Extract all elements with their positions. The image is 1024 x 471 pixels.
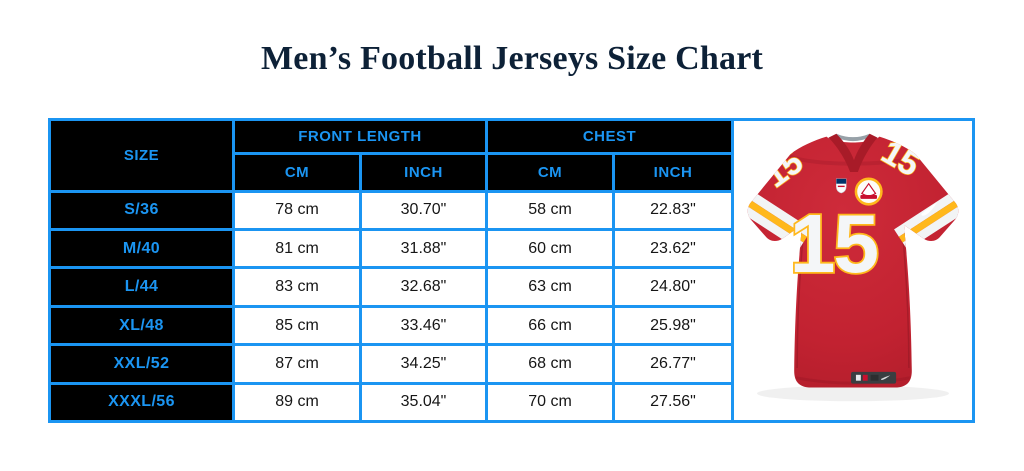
chest-cm-value: 60 cm bbox=[485, 228, 615, 270]
front-length-header: FRONT LENGTH bbox=[232, 117, 488, 156]
sleeve-stripes-left bbox=[747, 173, 812, 250]
size-label: XXL/52 bbox=[48, 343, 235, 385]
jersey-jock-tag bbox=[851, 371, 897, 384]
page-title: Men’s Football Jerseys Size Chart bbox=[260, 40, 764, 77]
front-length-cm-value: 87 cm bbox=[232, 343, 362, 385]
shoulder-seam bbox=[790, 154, 916, 166]
size-column-header: SIZE bbox=[48, 118, 235, 193]
chest-cm-value: 70 cm bbox=[485, 381, 615, 424]
table-row: S/36 78 cm 30.70" 58 cm 22.83" bbox=[48, 189, 974, 232]
chest-inch-value: 24.80" bbox=[612, 266, 734, 308]
chest-cm-value: 63 cm bbox=[485, 266, 615, 308]
front-length-inch-value: 33.46" bbox=[359, 304, 488, 347]
front-length-inch-value: 30.70" bbox=[359, 189, 488, 232]
size-label: XL/48 bbox=[48, 304, 235, 347]
chest-cm-value: 66 cm bbox=[485, 304, 615, 347]
size-label: S/36 bbox=[48, 189, 235, 232]
size-chart-table: SIZE FRONT LENGTH CHEST bbox=[48, 117, 975, 424]
front-length-inch-value: 35.04" bbox=[359, 381, 488, 424]
chest-inch-value: 27.56" bbox=[612, 381, 734, 424]
table-row: XXL/52 87 cm 34.25" 68 cm 26.77" bbox=[48, 343, 974, 385]
jersey-body bbox=[747, 136, 959, 388]
table-row: XXXL/56 89 cm 35.04" 70 cm 27.56" bbox=[48, 381, 974, 424]
chest-header: CHEST bbox=[485, 117, 734, 156]
chest-cm-header: CM bbox=[485, 152, 615, 193]
front-length-inch-value: 34.25" bbox=[359, 343, 488, 385]
nike-swoosh-icon bbox=[921, 202, 938, 216]
chest-inch-value: 26.77" bbox=[612, 343, 734, 385]
chest-inch-header: INCH bbox=[612, 152, 734, 193]
v-neck-collar bbox=[828, 133, 878, 172]
jersey-chest-number: 15 bbox=[790, 198, 878, 290]
jersey-product-image: 15 15 bbox=[731, 118, 975, 423]
jersey-shadow bbox=[756, 385, 950, 402]
table-row: L/44 83 cm 32.68" 63 cm 24.80" bbox=[48, 266, 974, 308]
table-row: M/40 81 cm 31.88" 60 cm 23.62" bbox=[48, 228, 974, 270]
front-length-cm-value: 78 cm bbox=[232, 189, 362, 232]
front-length-cm-header: CM bbox=[232, 152, 362, 193]
front-length-cm-value: 89 cm bbox=[232, 381, 362, 424]
chest-cm-value: 68 cm bbox=[485, 343, 615, 385]
front-length-inch-value: 31.88" bbox=[359, 228, 488, 270]
collar-inner-band bbox=[836, 133, 870, 142]
nfl-shield-icon bbox=[836, 178, 847, 194]
chest-cm-value: 58 cm bbox=[485, 189, 615, 232]
size-label: L/44 bbox=[48, 266, 235, 308]
front-length-cm-value: 83 cm bbox=[232, 266, 362, 308]
front-length-cm-value: 81 cm bbox=[232, 228, 362, 270]
front-length-inch-header: INCH bbox=[359, 152, 488, 193]
front-length-inch-value: 32.68" bbox=[359, 266, 488, 308]
size-label: M/40 bbox=[48, 228, 235, 270]
table-row: XL/48 85 cm 33.46" 66 cm 25.98" bbox=[48, 304, 974, 347]
sleeve-stripes-right bbox=[894, 173, 959, 250]
chest-inch-value: 22.83" bbox=[612, 189, 734, 232]
jersey-illustration: 15 15 bbox=[747, 133, 959, 402]
chest-inch-value: 23.62" bbox=[612, 228, 734, 270]
chiefs-patch-icon bbox=[854, 177, 883, 206]
size-label: XXXL/56 bbox=[48, 381, 235, 424]
front-length-cm-value: 85 cm bbox=[232, 304, 362, 347]
chest-inch-value: 25.98" bbox=[612, 304, 734, 347]
